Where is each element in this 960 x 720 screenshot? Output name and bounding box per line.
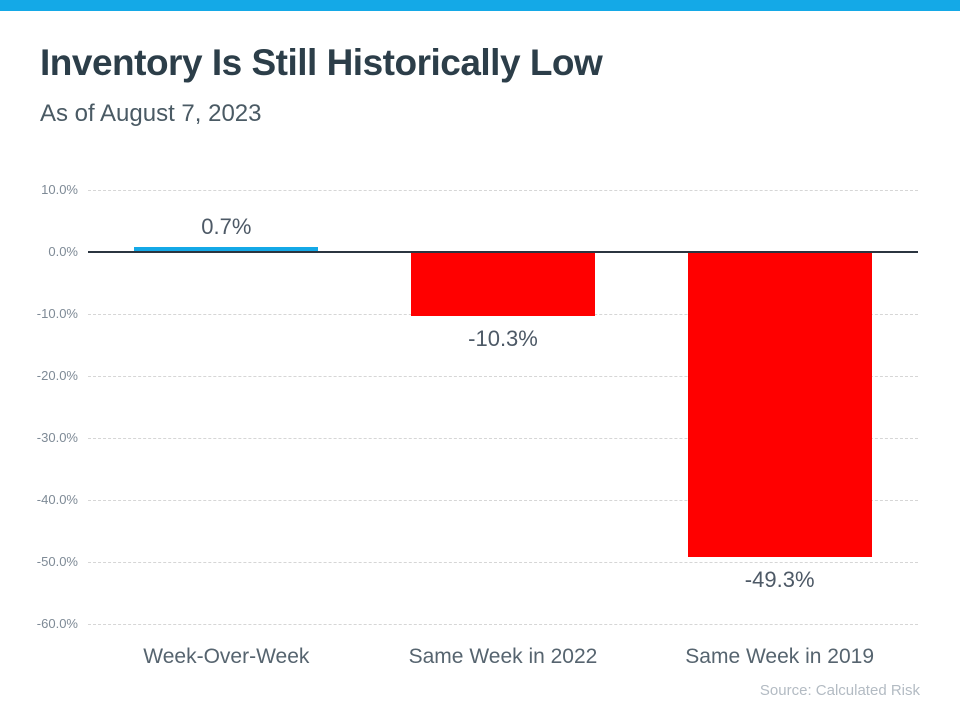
gridline (88, 623, 918, 625)
y-axis-tick-label: -40.0% (36, 491, 78, 507)
y-axis-tick-label: -60.0% (36, 615, 78, 631)
gridline (88, 499, 918, 501)
x-axis-label: Week-Over-Week (143, 645, 310, 668)
page-title: Inventory Is Still Historically Low (40, 42, 603, 83)
page-subtitle: As of August 7, 2023 (40, 100, 262, 127)
y-axis-tick-label: -30.0% (36, 429, 78, 445)
bar (687, 251, 872, 558)
y-axis-tick-label: -10.0% (36, 305, 78, 321)
top-accent-bar (0, 0, 960, 11)
y-axis-tick-label: -20.0% (36, 367, 78, 383)
bar-value-label: -49.3% (744, 567, 815, 593)
bar (134, 246, 319, 253)
bar-value-label: -10.3% (468, 325, 538, 351)
x-axis-label: Same Week in 2019 (685, 645, 875, 668)
gridline (88, 437, 918, 439)
y-axis-tick-label: 0.0% (48, 243, 78, 259)
y-axis-tick-label: -50.0% (36, 553, 78, 569)
zero-line (88, 250, 918, 254)
gridline (88, 561, 918, 563)
x-axis-label: Same Week in 2022 (408, 645, 598, 668)
y-axis-tick-label: 10.0% (41, 182, 78, 197)
source-credit: Source: Calculated Risk (759, 682, 920, 699)
gridline (88, 190, 918, 191)
bar (411, 251, 595, 316)
gridline (88, 375, 918, 377)
bar-value-label: 0.7% (201, 213, 252, 239)
